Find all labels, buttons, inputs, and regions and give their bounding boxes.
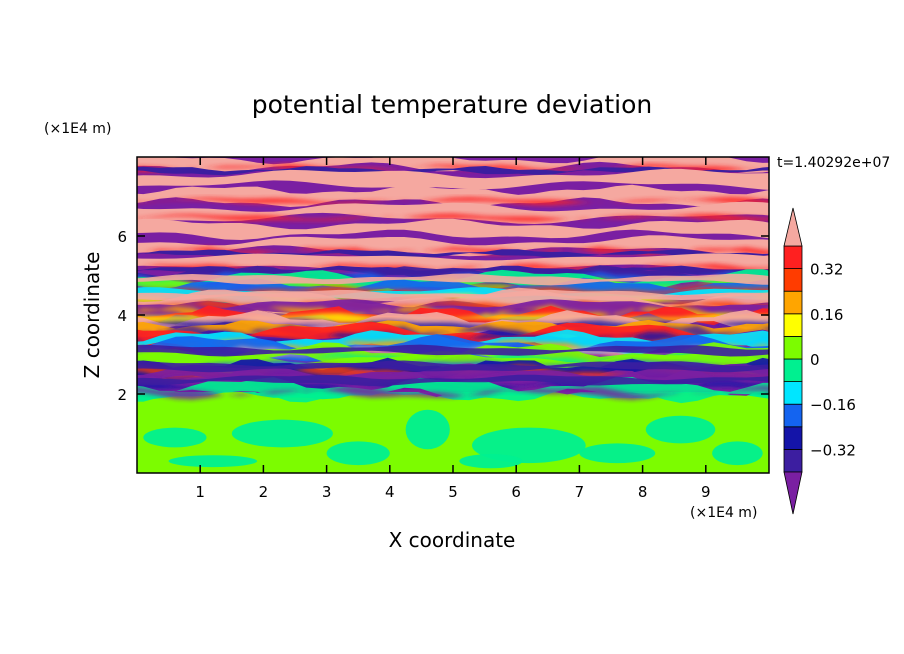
x-unit-label: (×1E4 m)	[690, 505, 757, 521]
colorbar-segment	[783, 290, 803, 315]
colorbar-segment	[783, 245, 803, 270]
colorbar-segment	[783, 358, 803, 383]
colorbar-extend-top	[783, 207, 803, 247]
x-tick-label: 8	[638, 483, 648, 501]
chart-title: potential temperature deviation	[252, 90, 652, 119]
heatmap-field	[137, 157, 769, 473]
x-tick-label: 4	[385, 483, 395, 501]
colorbar-label: −0.16	[810, 396, 856, 414]
x-tick-label: 9	[701, 483, 711, 501]
x-axis-ticks: 1 2 3 4 5 6 7 8 9	[195, 157, 711, 501]
x-axis-label: X coordinate	[389, 528, 516, 552]
colorbar-segment	[783, 448, 803, 473]
colorbar-segment	[783, 335, 803, 360]
colorbar: 0.32 0.16 0 −0.16 −0.32	[783, 207, 856, 515]
y-axis-label: Z coordinate	[80, 252, 104, 379]
colorbar-segment	[783, 403, 803, 428]
colorbar-extend-bottom	[783, 471, 803, 515]
y-axis-ticks: 2 4 6	[117, 228, 769, 404]
colorbar-segment	[783, 313, 803, 337]
colorbar-label: 0.32	[810, 261, 843, 279]
x-tick-label: 7	[575, 483, 585, 501]
time-label: t=1.40292e+07	[777, 155, 890, 171]
y-tick-label: 2	[117, 386, 127, 404]
colorbar-label: 0	[810, 351, 820, 369]
y-tick-label: 6	[117, 228, 127, 246]
x-tick-label: 6	[511, 483, 521, 501]
x-tick-label: 5	[448, 483, 458, 501]
colorbar-label: 0.16	[810, 306, 843, 324]
x-tick-label: 3	[322, 483, 332, 501]
stratified-bands	[137, 157, 769, 404]
x-tick-label: 2	[259, 483, 269, 501]
colorbar-segment	[783, 268, 803, 292]
colorbar-segment	[783, 426, 803, 450]
y-tick-label: 4	[117, 307, 127, 325]
x-tick-label: 1	[195, 483, 205, 501]
colorbar-segment	[783, 381, 803, 405]
colorbar-label: −0.32	[810, 441, 856, 459]
y-unit-label: (×1E4 m)	[44, 121, 111, 137]
